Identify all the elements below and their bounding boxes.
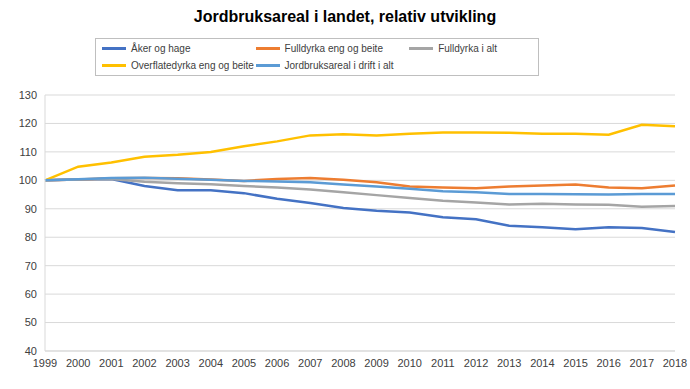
svg-text:50: 50: [25, 316, 37, 328]
svg-text:2008: 2008: [331, 357, 355, 369]
svg-text:2016: 2016: [596, 357, 620, 369]
html-text:Åker og hage: Åker og hage: [131, 43, 191, 54]
svg-text:2007: 2007: [298, 357, 322, 369]
html-text:Overflatedyrka eng og beite: Overflatedyrka eng og beite: [131, 60, 254, 71]
svg-text:2012: 2012: [464, 357, 488, 369]
svg-text:2014: 2014: [530, 357, 554, 369]
svg-text:120: 120: [19, 117, 37, 129]
svg-text:2015: 2015: [563, 357, 587, 369]
html-text:Jordbruksareal i drift i alt: Jordbruksareal i drift i alt: [284, 60, 394, 71]
svg-text:2005: 2005: [232, 357, 256, 369]
svg-text:2017: 2017: [630, 357, 654, 369]
svg-text:2004: 2004: [199, 357, 223, 369]
svg-text:1999: 1999: [33, 357, 57, 369]
svg-text:2006: 2006: [265, 357, 289, 369]
html-text:Fulldyrka eng og beite: Fulldyrka eng og beite: [284, 43, 383, 54]
svg-text:2002: 2002: [132, 357, 156, 369]
svg-text:2001: 2001: [99, 357, 123, 369]
svg-text:2013: 2013: [497, 357, 521, 369]
svg-text:2000: 2000: [66, 357, 90, 369]
svg-text:40: 40: [25, 345, 37, 357]
svg-text:110: 110: [19, 146, 37, 158]
svg-text:100: 100: [19, 174, 37, 186]
svg-text:2003: 2003: [165, 357, 189, 369]
svg-text:60: 60: [25, 288, 37, 300]
html-text:Jordbruksareal i landet, relat: Jordbruksareal i landet, relativ utvikli…: [193, 8, 497, 25]
svg-text:70: 70: [25, 260, 37, 272]
svg-text:2009: 2009: [364, 357, 388, 369]
html-text:Fulldyrka i alt: Fulldyrka i alt: [438, 43, 497, 54]
svg-text:80: 80: [25, 231, 37, 243]
svg-text:130: 130: [19, 89, 37, 101]
svg-text:2018: 2018: [663, 357, 682, 369]
svg-text:2010: 2010: [397, 357, 421, 369]
svg-text:90: 90: [25, 203, 37, 215]
svg-text:2011: 2011: [431, 357, 455, 369]
